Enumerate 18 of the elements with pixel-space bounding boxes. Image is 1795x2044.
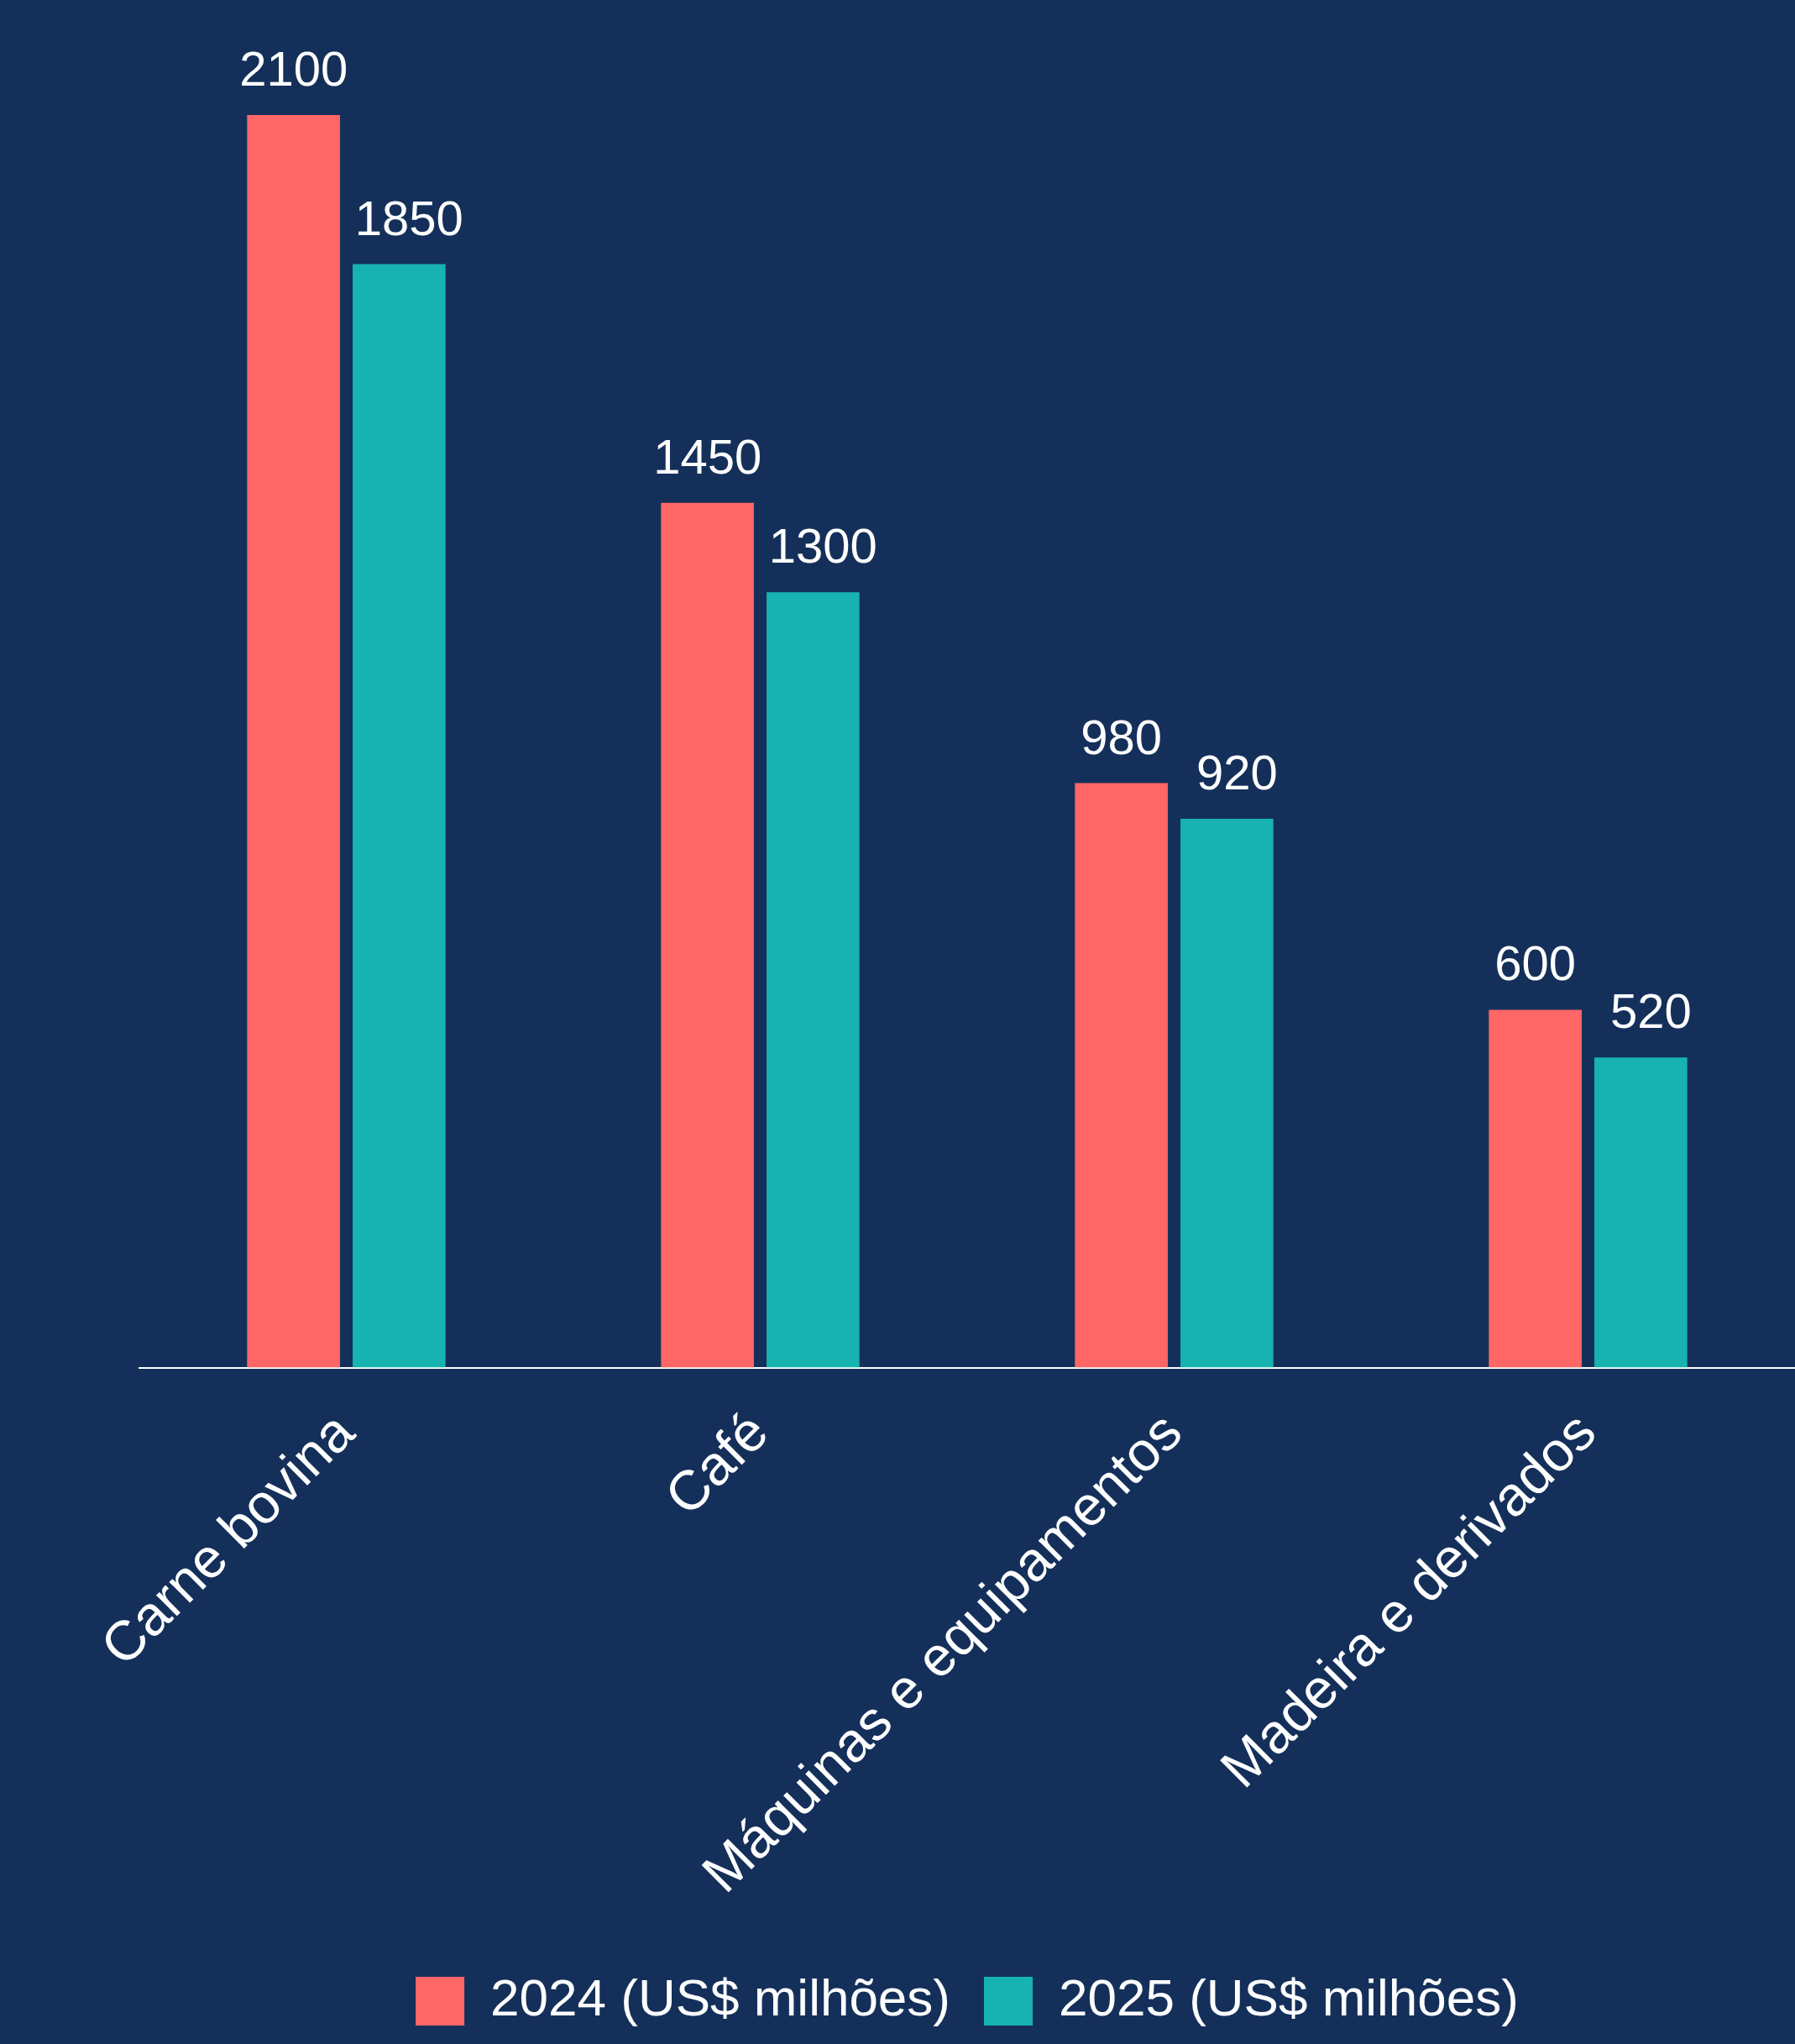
bar (1489, 1009, 1582, 1368)
data-label: 600 (1494, 936, 1577, 991)
bar (767, 592, 860, 1368)
legend-label: 2024 (US$ milhões) (490, 1968, 950, 2027)
data-label: 1450 (653, 428, 762, 484)
bar (1075, 783, 1168, 1368)
bar (661, 502, 754, 1368)
data-label: 520 (1609, 983, 1692, 1039)
bar (247, 115, 340, 1368)
data-label: 1850 (354, 190, 463, 245)
data-label: 920 (1196, 745, 1278, 800)
bar (353, 264, 446, 1368)
legend-label: 2025 (US$ milhões) (1059, 1968, 1519, 2027)
data-label: 1300 (768, 518, 877, 574)
bar (1594, 1057, 1688, 1368)
data-label: 980 (1081, 709, 1163, 764)
data-label: 2100 (239, 41, 348, 96)
bar (1180, 819, 1274, 1368)
